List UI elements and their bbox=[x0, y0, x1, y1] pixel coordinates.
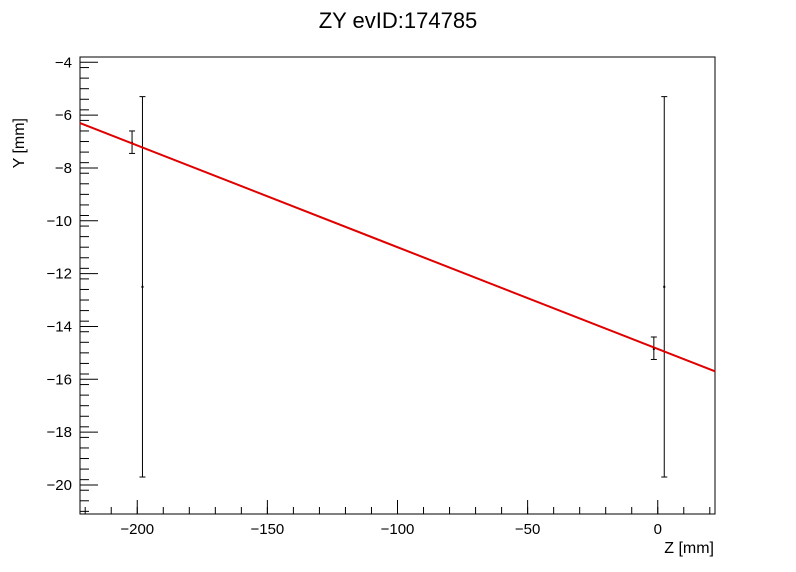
x-tick-label: −100 bbox=[381, 521, 415, 538]
x-tick-label: 0 bbox=[654, 521, 662, 538]
x-tick-label: −200 bbox=[120, 521, 154, 538]
y-tick-label: −6 bbox=[55, 107, 72, 124]
chart-title: ZY evID:174785 bbox=[319, 8, 478, 33]
y-tick-label: −10 bbox=[47, 213, 72, 230]
plot-frame bbox=[79, 56, 716, 515]
y-tick-label: −18 bbox=[47, 424, 72, 441]
x-axis-ticks: −200 −150 −100 −50 0 bbox=[84, 500, 711, 538]
data-point bbox=[661, 96, 668, 478]
y-tick-label: −4 bbox=[55, 54, 72, 71]
x-tick-label: −50 bbox=[515, 521, 540, 538]
fit-line bbox=[79, 122, 716, 373]
y-axis-ticks: −4 −6 −8 −10 −12 −14 −16 −18 −20 bbox=[47, 54, 98, 512]
data-points bbox=[129, 96, 668, 478]
y-tick-label: −14 bbox=[47, 318, 72, 335]
y-tick-label: −20 bbox=[47, 477, 72, 494]
y-tick-label: −12 bbox=[47, 266, 72, 283]
y-tick-label: −8 bbox=[55, 160, 72, 177]
fit-line-group bbox=[79, 122, 716, 373]
y-tick-label: −16 bbox=[47, 371, 72, 388]
point-marker bbox=[141, 285, 144, 288]
point-marker bbox=[652, 347, 655, 350]
point-marker bbox=[663, 285, 666, 288]
y-axis-label: Y [mm] bbox=[11, 118, 28, 168]
x-tick-label: −150 bbox=[250, 521, 284, 538]
data-point bbox=[139, 96, 146, 478]
x-axis-label: Z [mm] bbox=[664, 540, 714, 557]
